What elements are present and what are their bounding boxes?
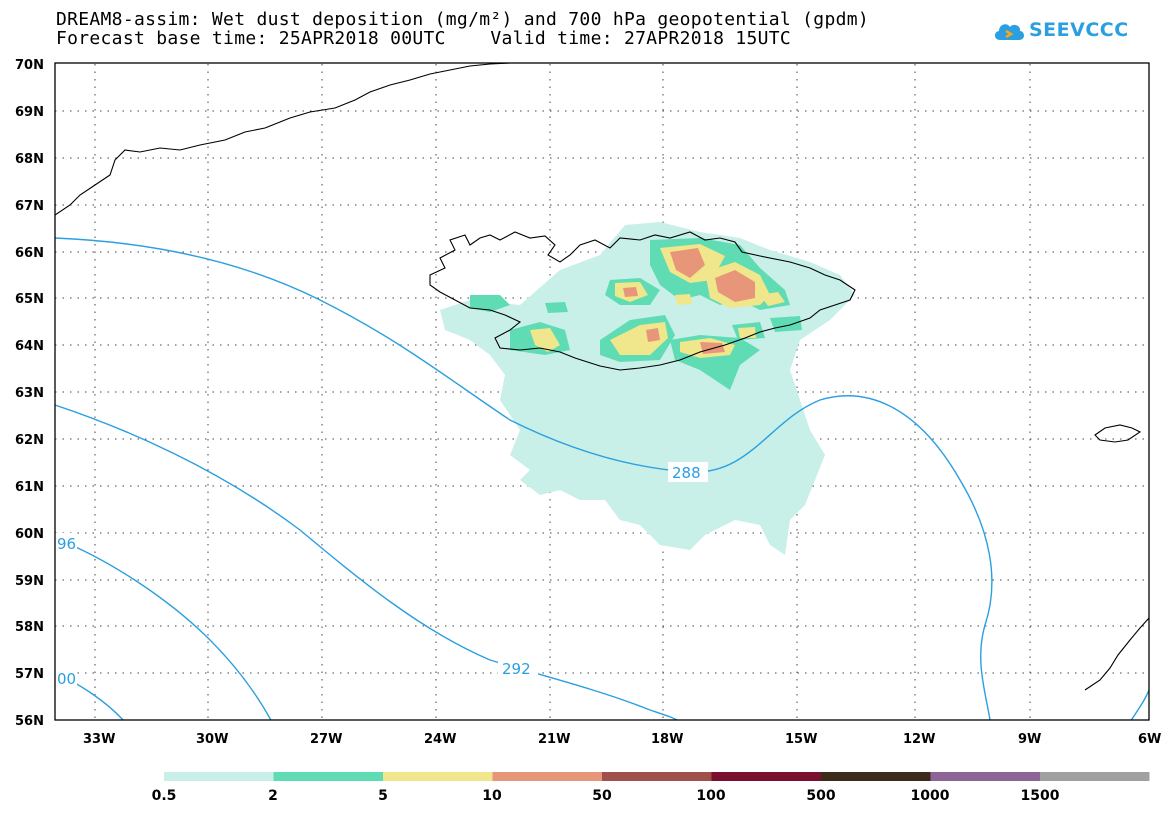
lon-label: 27W (310, 732, 342, 747)
colorbar-swatch (273, 772, 383, 781)
deposition-level-2 (545, 302, 568, 313)
contour-288 (55, 237, 993, 720)
deposition-level-10 (623, 287, 638, 297)
coastlines (55, 63, 1149, 691)
lat-label: 63N (15, 386, 44, 401)
colorbar-label: 500 (806, 788, 835, 804)
contour-292 (55, 404, 679, 720)
colorbar-swatch (164, 772, 274, 781)
map-title: DREAM8-assim: Wet dust deposition (mg/m²… (56, 10, 869, 48)
contour-label-300: 00 (57, 670, 76, 688)
lat-label: 66N (15, 246, 44, 261)
faroe-coast (1094, 424, 1142, 443)
lat-label: 60N (15, 527, 44, 542)
deposition-level-10 (670, 248, 705, 278)
deposition-level-5 (760, 292, 785, 306)
lat-label: 69N (15, 105, 44, 120)
lon-label: 15W (785, 732, 817, 747)
colorbar-swatch (383, 772, 493, 781)
colorbar-label: 0.5 (152, 788, 177, 804)
lon-label: 24W (424, 732, 456, 747)
iceland-coast (429, 231, 856, 371)
colorbar-label: 1500 (1021, 788, 1060, 804)
colorbar-swatch (711, 772, 821, 781)
longitude-labels: 33W 30W 27W 24W 21W 18W 15W 12W 9W 6W (83, 732, 1161, 747)
contour-label-288: 288 (672, 464, 701, 482)
lon-label: 33W (83, 732, 115, 747)
colorbar-label: 1000 (911, 788, 950, 804)
colorbar-label: 10 (482, 788, 502, 804)
scotland-coast (1084, 617, 1149, 691)
colorbar-label: 100 (696, 788, 725, 804)
deposition-level-5 (738, 327, 756, 338)
contour-label-292: 292 (502, 660, 531, 678)
colorbar: 0.5 2 5 10 50 100 500 1000 1500 (152, 772, 1150, 804)
colorbar-label: 2 (268, 788, 278, 804)
lat-label: 59N (15, 574, 44, 589)
lon-label: 21W (538, 732, 570, 747)
colorbar-swatch (1040, 772, 1150, 781)
deposition-level-0.5 (440, 222, 855, 555)
lat-label: 68N (15, 152, 44, 167)
colorbar-swatch (602, 772, 712, 781)
latitude-labels: 70N 69N 68N 67N 66N 65N 64N 63N 62N 61N … (15, 58, 44, 729)
contour-east (1130, 689, 1149, 720)
lat-label: 58N (15, 620, 44, 635)
colorbar-swatch (821, 772, 931, 781)
map-frame (54, 62, 1150, 721)
greenland-coast (55, 63, 511, 216)
cloud-icon (994, 24, 1024, 40)
lat-label: 57N (15, 667, 44, 682)
contour-296 (55, 537, 272, 720)
deposition-level-2 (470, 295, 510, 312)
colorbar-swatch (492, 772, 602, 781)
lon-label: 6W (1138, 732, 1161, 747)
lon-label: 12W (903, 732, 935, 747)
lon-label: 18W (651, 732, 683, 747)
contour-labels: 288 292 96 00 (55, 462, 708, 688)
lat-label: 56N (15, 714, 44, 729)
lon-label: 30W (196, 732, 228, 747)
lat-label: 61N (15, 480, 44, 495)
lat-label: 65N (15, 292, 44, 307)
geopotential-contours (55, 237, 1149, 720)
contour-label-296: 96 (57, 535, 76, 553)
colorbar-label: 5 (378, 788, 388, 804)
deposition-level-10 (646, 328, 660, 342)
deposition-level-2 (770, 316, 802, 332)
lat-label: 62N (15, 433, 44, 448)
dust-deposition-shading (440, 222, 855, 555)
logo-text: SEEVCCC (1029, 19, 1129, 41)
colorbar-swatch (930, 772, 1040, 781)
lon-label: 9W (1018, 732, 1041, 747)
title-line-2: Forecast base time: 25APR2018 00UTC Vali… (56, 28, 792, 49)
deposition-level-10 (715, 270, 755, 302)
lat-label: 70N (15, 58, 44, 73)
deposition-level-5 (530, 328, 560, 352)
seevccc-logo: SEEVCCC (992, 18, 1129, 42)
colorbar-label: 50 (592, 788, 612, 804)
deposition-level-5 (675, 294, 692, 305)
title-line-1: DREAM8-assim: Wet dust deposition (mg/m²… (56, 9, 869, 30)
lat-label: 67N (15, 199, 44, 214)
lat-label: 64N (15, 339, 44, 354)
